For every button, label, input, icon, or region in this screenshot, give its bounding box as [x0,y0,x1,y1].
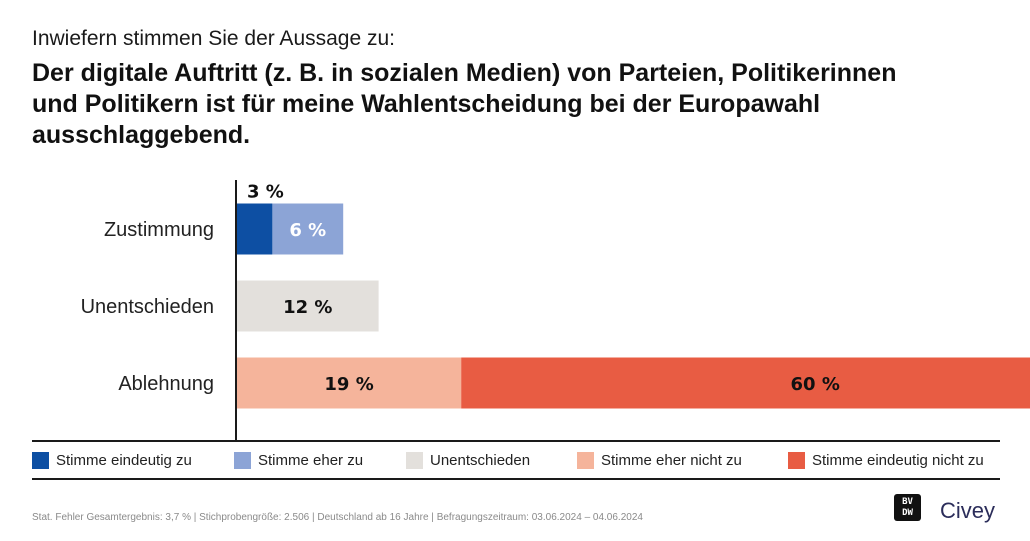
bar-zustimmung-series-1 [272,203,344,255]
value-label-zustimmung-series-0: 3 % [247,182,284,203]
legend-swatch [32,452,49,469]
methodology-footer: Stat. Fehler Gesamtergebnis: 3,7 % | Sti… [32,512,643,523]
value-label-zustimmung-series-1: 6 % [289,220,326,241]
value-label-unentschieden-series-2: 12 % [283,297,332,318]
chart-question: Inwiefern stimmen Sie der Aussage zu: [32,27,396,50]
stacked-bar-chart: Zustimmung 3 %6 % Unentschieden 12 % Ablehnu… [81,180,1030,440]
value-label-ablehnung-series-4: 60 % [791,374,840,395]
legend-label: Stimme eher nicht zu [601,452,742,469]
bvdw-logo: BVDW [894,494,921,521]
value-label-ablehnung-series-3: 19 % [324,374,373,395]
legend-swatch [406,452,423,469]
legend-label: Unentschieden [430,452,531,469]
legend-swatch [788,452,805,469]
legend-item-3: Stimme eher nicht zu [577,452,742,469]
bar-zustimmung-series-0 [237,203,273,255]
category-label-zustimmung: Zustimmung [104,219,214,241]
legend-label: Stimme eindeutig zu [56,452,192,469]
civey-logo: Civey [940,498,996,523]
legend-swatch [234,452,251,469]
legend-item-2: Unentschieden [406,452,530,469]
legend-swatch [577,452,594,469]
legend-top-divider [32,440,1000,442]
legend-item-0: Stimme eindeutig zu [32,452,192,469]
legend-item-4: Stimme eindeutig nicht zu [788,452,984,469]
category-label-unentschieden: Unentschieden [81,296,214,318]
chart-headline: Der digitale Auftritt (z. B. in sozialen… [32,59,897,149]
bar-ablehnung-series-4 [461,357,1030,409]
legend-label: Stimme eher zu [258,452,364,469]
legend-bottom-divider [32,478,1000,480]
chart-legend: Stimme eindeutig zu Stimme eher zu Unentsc… [32,452,1000,474]
bars-group: Zustimmung 3 %6 % Unentschieden 12 % Ablehnu… [81,182,1030,409]
legend-label: Stimme eindeutig nicht zu [812,452,984,469]
category-label-ablehnung: Ablehnung [118,373,214,395]
bar-unentschieden-series-2 [237,280,379,332]
bar-ablehnung-series-3 [237,357,462,409]
legend-item-1: Stimme eher zu [234,452,363,469]
